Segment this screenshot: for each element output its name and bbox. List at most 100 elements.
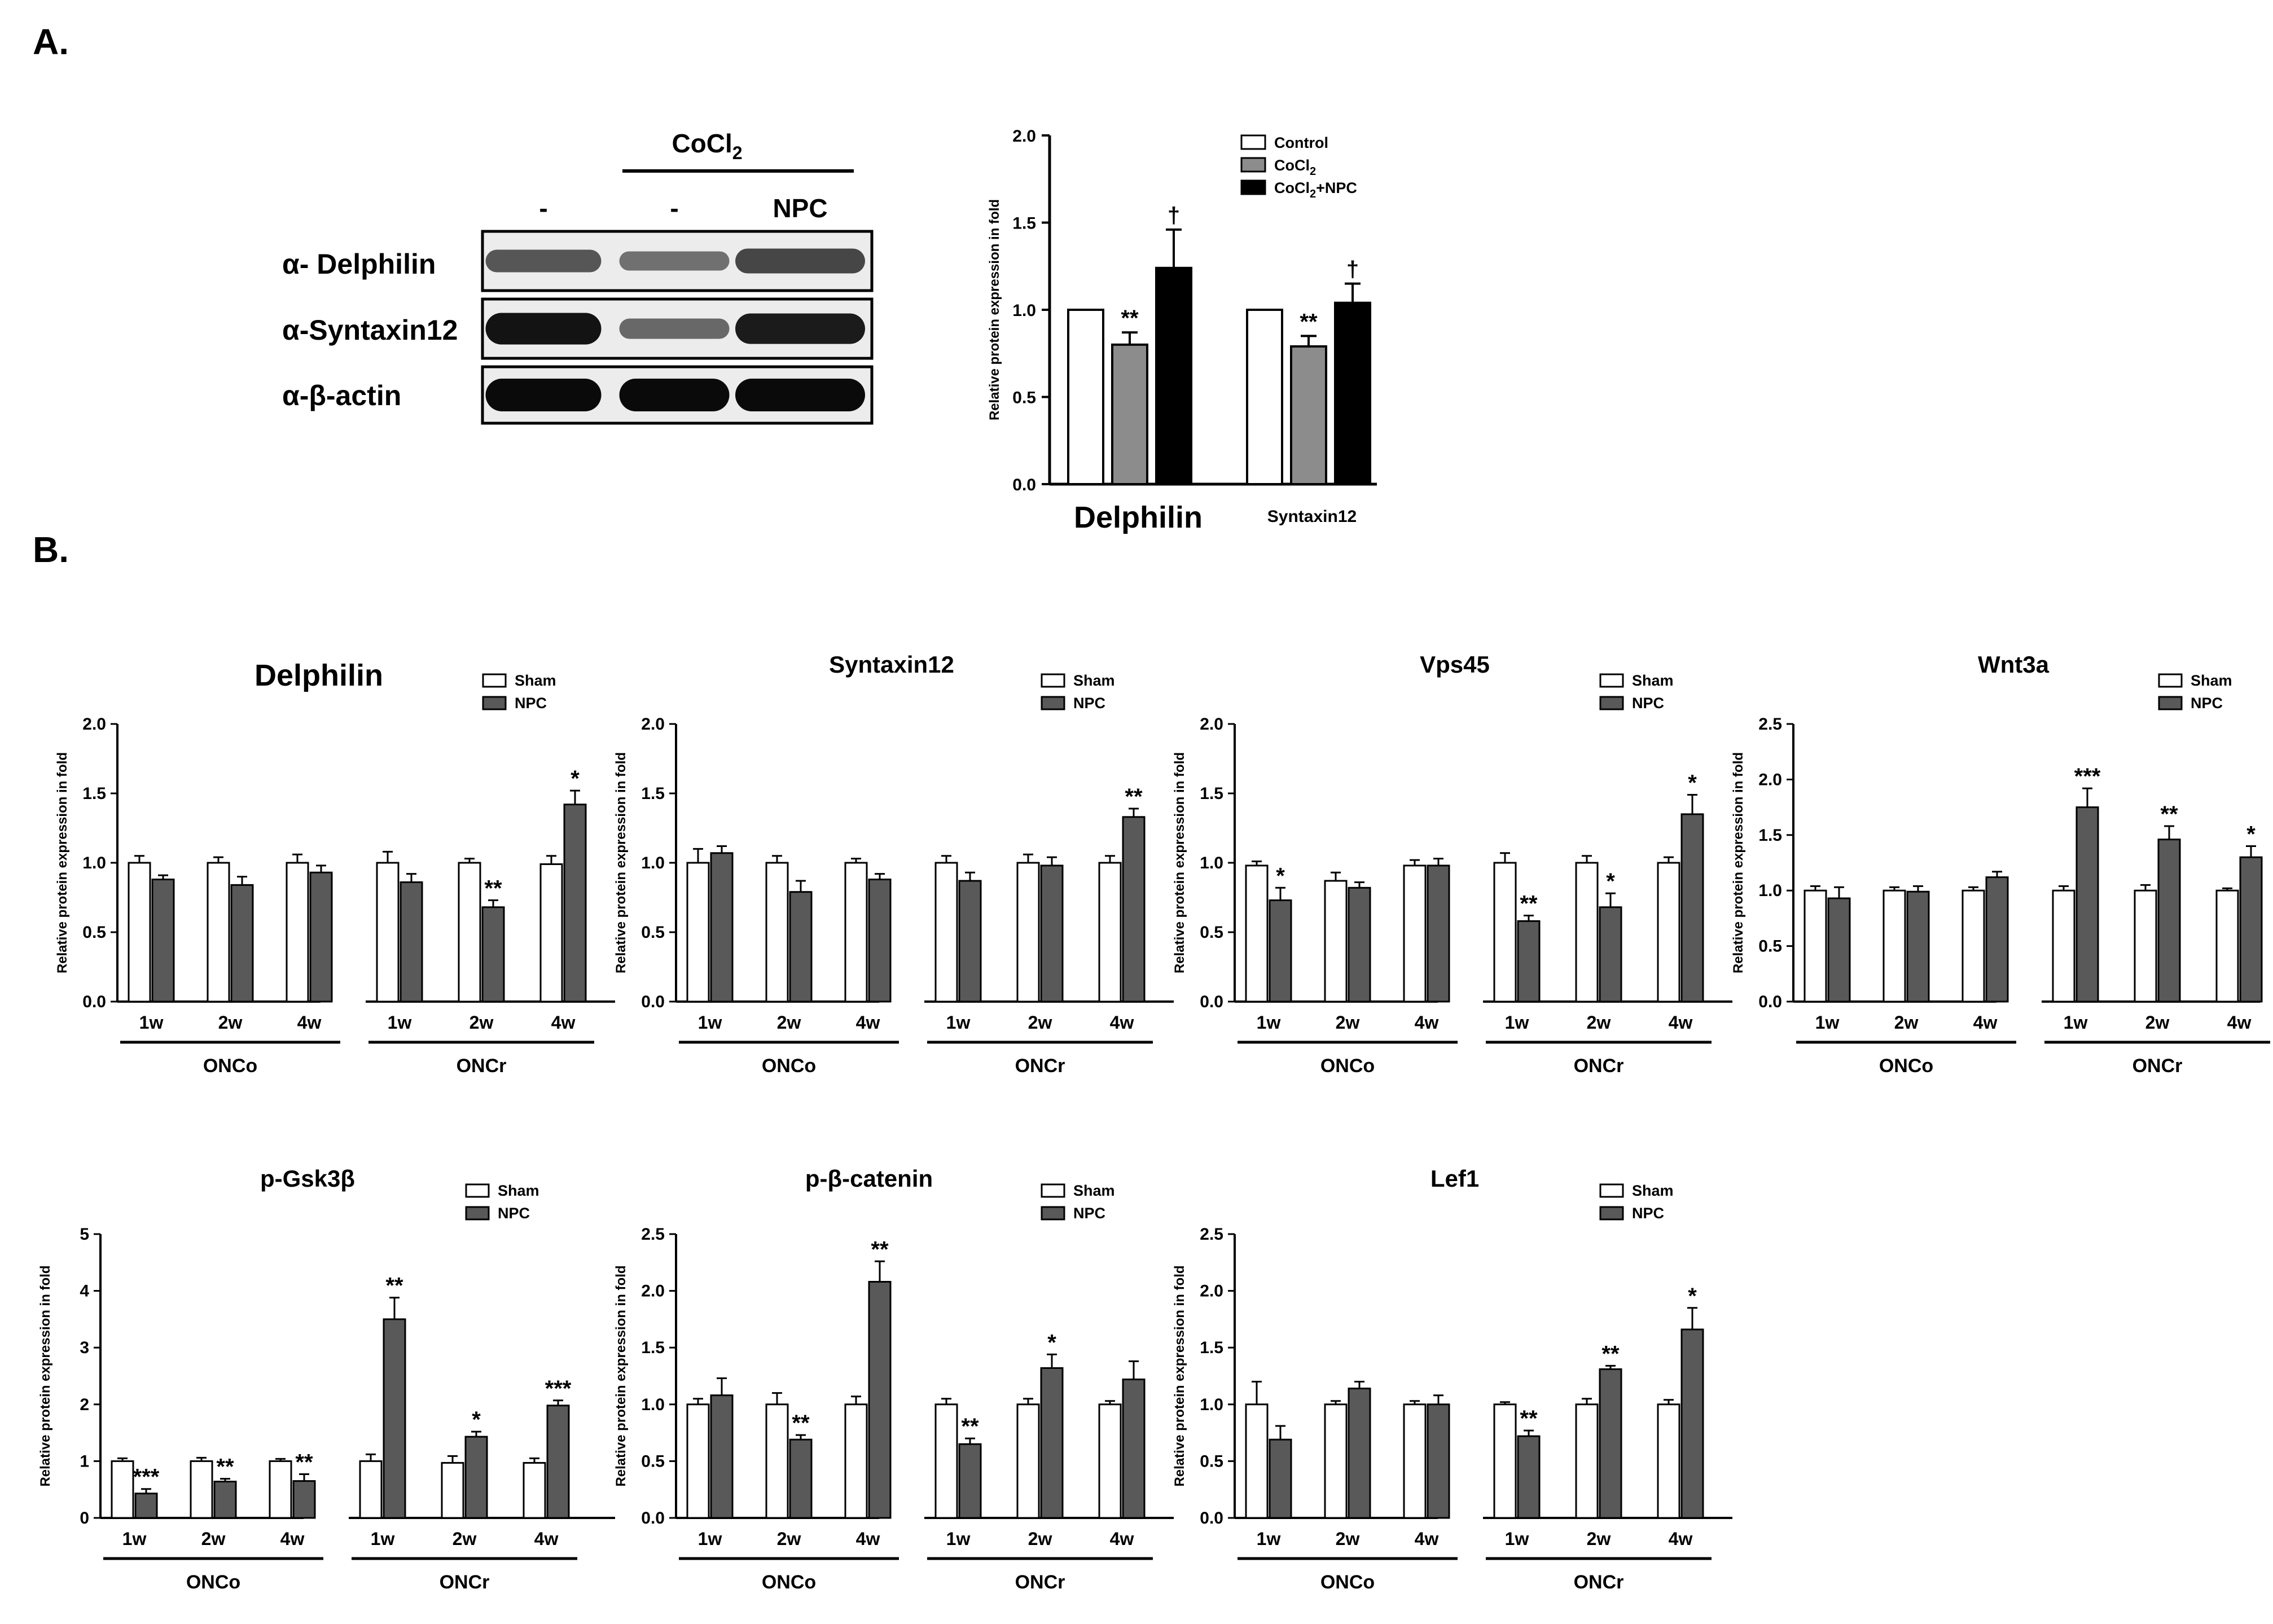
chart-title: Vps45 — [1420, 651, 1490, 678]
bar-sham — [844, 862, 868, 1003]
x-tick-label: 4w — [1110, 1012, 1134, 1033]
bar-npc — [1517, 1435, 1541, 1519]
y-tick-label: 3 — [80, 1338, 89, 1357]
bar-npc — [230, 884, 254, 1003]
chart-a: 0.0 0.5 1.0 1.5 2.0 Relative protein expressi… — [987, 127, 1377, 534]
legend-label-npc: NPC — [2191, 695, 2223, 712]
chart-delphilin: Delphilin 0.0 0.5 1.0 1.5 2.0 Relative protein… — [55, 659, 615, 1077]
x-tick-label: 4w — [2227, 1012, 2252, 1033]
significance-marker: *** — [545, 1376, 572, 1401]
legend-label-npc: NPC — [498, 1205, 530, 1222]
y-tick-label: 0.5 — [1012, 389, 1036, 407]
group-label-oncr: ONCr — [1574, 1055, 1624, 1077]
bar-npc — [464, 1436, 488, 1519]
bar-npc — [1040, 864, 1064, 1003]
bar-npc — [868, 879, 892, 1003]
chart-title: p-Gsk3β — [260, 1165, 355, 1192]
legend-name: CoCl — [1274, 157, 1310, 174]
group-label-oncr: ONCr — [440, 1572, 490, 1593]
x-tick-label: 4w — [280, 1529, 305, 1549]
y-axis-label: Relative protein expression in fold — [1172, 752, 1187, 973]
chart-wnt3a: Wnt3a 0.0 0.5 1.0 1.5 2.0 2.5 Relative protein … — [1731, 651, 2270, 1077]
y-tick-label: 2.0 — [1758, 770, 1782, 789]
chart-lef1: Lef1 0.0 0.5 1.0 1.5 2.0 2.5 Relative protein e… — [1172, 1165, 1732, 1593]
chart-title: Syntaxin12 — [829, 651, 954, 678]
y-tick-label: 2.0 — [1200, 1282, 1223, 1301]
chart-title: p-β-catenin — [805, 1165, 933, 1192]
bar-sham — [2215, 889, 2239, 1003]
chart-pgsk3b: p-Gsk3β 0 1 2 3 4 5 Relative protein expression… — [38, 1165, 615, 1593]
bar-sham — [934, 1403, 958, 1519]
bar-sham — [1493, 862, 1517, 1003]
x-tick-label: 1w — [388, 1012, 412, 1033]
bar-npc — [383, 1318, 406, 1519]
bar-sham — [1493, 1403, 1517, 1519]
y-axis-label: Relative protein expression in fold — [1172, 1265, 1187, 1486]
bar-sham — [458, 862, 481, 1003]
bar-npc — [1040, 1367, 1064, 1519]
blot-row-label-syntaxin12: α-Syntaxin12 — [282, 314, 458, 346]
bar-npc — [292, 1480, 316, 1519]
bar-npc — [1269, 899, 1292, 1003]
group-label-oncr: ONCr — [457, 1055, 507, 1077]
bar-npc — [563, 804, 587, 1003]
y-tick-label: 0.0 — [1200, 993, 1223, 1011]
bar-sham — [1098, 862, 1122, 1003]
significance-marker: † — [1168, 203, 1180, 228]
legend-sub: 2 — [1310, 188, 1316, 200]
legend-swatch — [1240, 179, 1266, 195]
legend-label-sham: Sham — [1073, 1182, 1115, 1199]
x-tick-label: 1w — [1257, 1012, 1281, 1033]
y-tick-label: 2.0 — [641, 1282, 665, 1301]
blot-band — [735, 248, 865, 274]
bar-sham — [1245, 864, 1269, 1003]
x-tick-label: 2w — [2145, 1012, 2170, 1033]
bar-sham — [111, 1460, 134, 1519]
bar-sham — [1403, 864, 1427, 1003]
bar-npc — [2239, 856, 2263, 1003]
x-tick-label: 1w — [946, 1529, 971, 1549]
x-tick-label: 1w — [1815, 1012, 1840, 1033]
legend-swatch — [1240, 134, 1266, 150]
y-tick-label: 0 — [80, 1509, 89, 1528]
bar-sham — [269, 1460, 292, 1519]
blot-row-label-actin: α-β-actin — [282, 380, 401, 411]
legend-swatch-sham — [482, 673, 507, 688]
x-tick-label: 2w — [1587, 1529, 1611, 1549]
x-tick-label: 1w — [698, 1529, 722, 1549]
bar-sham — [1403, 1403, 1427, 1519]
panel-a-label: A. — [33, 21, 69, 62]
blot-band — [485, 313, 602, 345]
legend-suffix: +NPC — [1316, 179, 1357, 196]
bar-Control-Syntaxin12 — [1246, 309, 1283, 485]
legend-swatch-npc — [1041, 1206, 1065, 1221]
bar-npc — [1427, 1403, 1450, 1519]
group-label-onco: ONCo — [762, 1572, 816, 1593]
group-label-onco: ONCo — [186, 1572, 240, 1593]
x-tick-label: 1w — [1257, 1529, 1281, 1549]
x-tick-label: 1w — [2064, 1012, 2088, 1033]
bar-sham — [359, 1460, 383, 1519]
y-tick-label: 1.0 — [1200, 1395, 1223, 1414]
x-tick-label: 2w — [453, 1529, 477, 1549]
x-tick-label: 4w — [1415, 1012, 1439, 1033]
y-tick-label: 1.0 — [641, 1395, 665, 1414]
significance-marker: ** — [961, 1414, 979, 1439]
x-tick-label: 2w — [777, 1012, 801, 1033]
y-tick-label: 0.0 — [82, 993, 106, 1011]
legend-swatch-npc — [1599, 1206, 1624, 1221]
bar-sham — [934, 862, 958, 1003]
y-tick-label: 0.0 — [1200, 1509, 1223, 1528]
y-tick-label: 0.0 — [1758, 993, 1782, 1011]
x-tick-label: 4w — [1110, 1529, 1134, 1549]
y-axis-label: Relative protein expression in fold — [1731, 752, 1746, 973]
x-tick-label: 1w — [139, 1012, 164, 1033]
y-tick-label: 2.0 — [82, 715, 106, 734]
y-tick-label: 0.5 — [641, 1452, 665, 1471]
legend-label: CoCl2 — [1274, 157, 1316, 178]
blot-band — [619, 318, 730, 339]
legend-label-npc: NPC — [515, 695, 547, 712]
significance-marker: ** — [871, 1237, 889, 1262]
y-tick-label: 0.5 — [641, 923, 665, 942]
bar-npc — [2157, 839, 2181, 1003]
